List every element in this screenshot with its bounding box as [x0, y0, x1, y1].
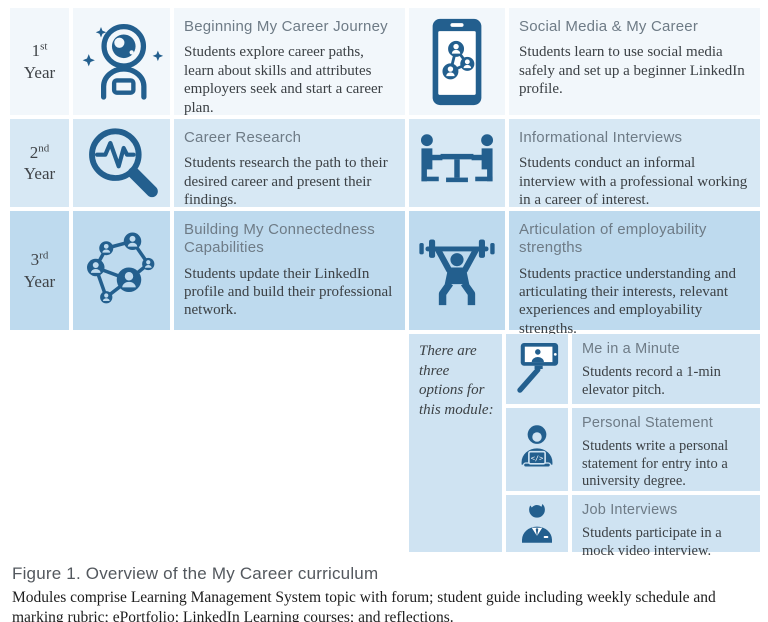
selfie-stick-icon — [506, 334, 568, 404]
option-cell: Personal Statement Students write a pers… — [572, 408, 760, 491]
year-ordinal: 3rd — [30, 249, 49, 270]
module-description: Students update their LinkedIn profile a… — [184, 265, 393, 319]
options-note: There are three options for this module: — [409, 334, 502, 552]
curriculum-table: 1st Year Beginning My Career Journey Stu… — [10, 8, 768, 559]
option-title: Me in a Minute — [582, 341, 680, 357]
module-cell: Social Media & My Career Students learn … — [509, 8, 760, 115]
option-description: Students record a 1-min elevator pitch. — [582, 363, 721, 398]
network-connections-icon — [73, 211, 170, 330]
module-description: Students learn to use social media safel… — [519, 44, 745, 98]
svg-text:</>: </> — [531, 454, 543, 462]
astronaut-icon — [73, 8, 170, 115]
option-title: Personal Statement — [582, 415, 713, 431]
figure-caption-note: Modules comprise Learning Management Sys… — [12, 589, 716, 622]
module-description: Students research the path to their desi… — [184, 155, 388, 209]
option-description: Students write a personal statement for … — [582, 437, 729, 490]
module-title: Beginning My Career Journey — [184, 18, 388, 35]
option-cell: Job Interviews Students participate in a… — [572, 495, 760, 559]
module-cell: Articulation of employability strengths … — [509, 211, 760, 337]
year-cell-3rd: 3rd Year — [10, 211, 69, 330]
option-cell: Me in a Minute Students record a 1-min e… — [572, 334, 760, 404]
year-ordinal: 2nd — [29, 142, 50, 162]
figure-caption: Figure 1. Overview of the My Career curr… — [12, 564, 768, 622]
module-cell: Beginning My Career Journey Students exp… — [174, 8, 405, 116]
module-options: There are three options for this module:… — [409, 334, 760, 559]
magnifier-pulse-icon — [73, 119, 170, 207]
year-cell-1st: 1st Year — [10, 8, 69, 115]
module-title: Informational Interviews — [519, 129, 683, 146]
module-description: Students conduct an informal interview w… — [519, 155, 748, 209]
module-cell: Building My Connectedness Capabilities S… — [174, 211, 405, 330]
interview-table-icon — [409, 119, 505, 207]
module-title: Career Research — [184, 129, 302, 146]
module-description: Students explore career paths, learn abo… — [184, 44, 383, 116]
person-laptop-icon: </> — [506, 408, 568, 491]
year-ordinal: 1st — [31, 40, 48, 61]
module-title: Articulation of employability strengths — [519, 221, 707, 257]
module-cell: Career Research Students research the pa… — [174, 119, 405, 209]
module-title: Social Media & My Career — [519, 18, 699, 35]
year-word: Year — [23, 62, 56, 82]
option-title: Job Interviews — [582, 502, 678, 518]
module-title: Building My Connectedness Capabilities — [184, 221, 375, 257]
year-cell-2nd: 2nd Year — [10, 119, 69, 207]
phone-network-icon — [409, 8, 505, 115]
weightlifter-icon — [409, 211, 505, 330]
option-description: Students participate in a mock video int… — [582, 524, 722, 559]
figure-caption-title: Figure 1. Overview of the My Career curr… — [12, 564, 379, 583]
year-word: Year — [23, 271, 56, 291]
module-description: Students practice understanding and arti… — [519, 265, 737, 337]
module-cell: Informational Interviews Students conduc… — [509, 119, 760, 209]
businessman-icon — [506, 495, 568, 552]
year-word: Year — [23, 164, 56, 183]
